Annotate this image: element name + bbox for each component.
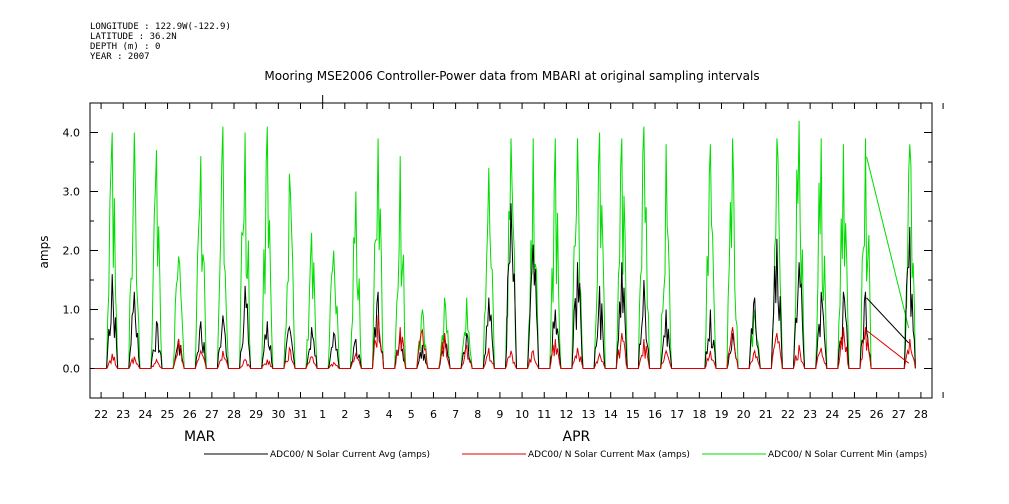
series-line — [94, 203, 916, 369]
x-tick-label: 26 — [870, 408, 884, 421]
y-tick-label: 1.0 — [63, 304, 81, 317]
legend-label: ADC00/ N Solar Current Min (amps) — [768, 450, 927, 460]
x-tick-label: 22 — [94, 408, 108, 421]
y-tick-label: 4.0 — [63, 127, 81, 140]
x-tick-label: 10 — [515, 408, 529, 421]
y-tick-label: 2.0 — [63, 245, 81, 258]
series-line — [94, 120, 916, 369]
x-tick-label: 28 — [227, 408, 241, 421]
year-text: YEAR : 2007 — [90, 52, 150, 62]
x-tick-label: 3 — [363, 408, 370, 421]
x-tick-label: 9 — [496, 408, 503, 421]
legend: ADC00/ N Solar Current Avg (amps) ADC00/ … — [204, 450, 927, 460]
x-tick-label: 31 — [294, 408, 308, 421]
x-tick-label: 15 — [626, 408, 640, 421]
x-tick-label: 21 — [759, 408, 773, 421]
x-month-label: MAR — [184, 429, 216, 445]
x-tick-label: 18 — [692, 408, 706, 421]
legend-label: ADC00/ N Solar Current Max (amps) — [528, 450, 690, 460]
x-tick-label: 11 — [537, 408, 551, 421]
x-tick-label: 13 — [582, 408, 596, 421]
x-tick-label: 29 — [249, 408, 263, 421]
x-tick-label: 6 — [430, 408, 437, 421]
x-tick-label: 28 — [914, 408, 928, 421]
x-tick-label: 17 — [670, 408, 684, 421]
series-gap-line — [866, 297, 910, 344]
x-tick-label: 24 — [825, 408, 839, 421]
y-axis-label: amps — [37, 236, 51, 269]
y-tick-label: 0.0 — [63, 363, 81, 376]
x-tick-label: 20 — [737, 408, 751, 421]
x-tick-label: 7 — [452, 408, 459, 421]
depth-text: DEPTH (m) : 0 — [90, 42, 161, 52]
x-tick-label: 25 — [161, 408, 175, 421]
x-tick-label: 30 — [271, 408, 285, 421]
x-tick-label: 19 — [715, 408, 729, 421]
longitude-text: LONGITUDE : 122.9W(-122.9) — [90, 22, 231, 32]
series-gap-line — [866, 330, 910, 364]
plot-area: 4.03.02.01.00.022 23 24 25 26 27 28 29 30 31 1 2 3 4 5… — [63, 95, 944, 445]
x-tick-label: 12 — [559, 408, 573, 421]
x-tick-label: 27 — [892, 408, 906, 421]
x-tick-label: 23 — [803, 408, 817, 421]
metadata-block: LONGITUDE : 122.9W(-122.9) LATITUDE : 36… — [90, 22, 231, 62]
x-month-label: APR — [563, 429, 591, 445]
series-gap-line — [866, 156, 910, 329]
x-tick-label: 5 — [408, 408, 415, 421]
chart-title: Mooring MSE2006 Controller-Power data fr… — [264, 69, 759, 83]
x-tick-label: 8 — [474, 408, 481, 421]
y-tick-label: 3.0 — [63, 186, 81, 199]
legend-label: ADC00/ N Solar Current Avg (amps) — [270, 450, 430, 460]
x-tick-label: 24 — [138, 408, 152, 421]
x-tick-label: 22 — [781, 408, 795, 421]
x-tick-label: 2 — [341, 408, 348, 421]
x-tick-label: 14 — [604, 408, 618, 421]
x-tick-label: 25 — [847, 408, 861, 421]
x-tick-label: 23 — [116, 408, 130, 421]
x-tick-label: 26 — [183, 408, 197, 421]
x-tick-label: 16 — [648, 408, 662, 421]
latitude-text: LATITUDE : 36.2N — [90, 32, 177, 42]
x-tick-label: 27 — [205, 408, 219, 421]
x-tick-label: 4 — [386, 408, 393, 421]
x-tick-label: 1 — [319, 408, 326, 421]
series-line — [94, 315, 916, 369]
